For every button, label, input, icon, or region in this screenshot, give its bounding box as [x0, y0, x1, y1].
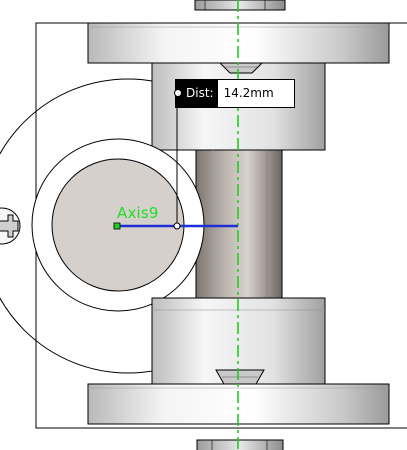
dimension-end-handle[interactable] [173, 222, 181, 230]
shaft [195, 149, 283, 299]
callout-anchor-handle[interactable] [174, 89, 182, 97]
distance-value: 14.2mm [223, 86, 274, 100]
distance-key-label: Dist: [176, 80, 218, 107]
axis-point-marker[interactable] [113, 222, 121, 230]
bottom-bolt [196, 439, 284, 450]
distance-callout[interactable]: Dist: 14.2mm [175, 79, 295, 108]
top-bolt [194, 0, 286, 11]
bottom-plate [87, 383, 390, 425]
phillips-screw-icon [0, 207, 21, 245]
axis-label: Axis9 [117, 204, 159, 222]
